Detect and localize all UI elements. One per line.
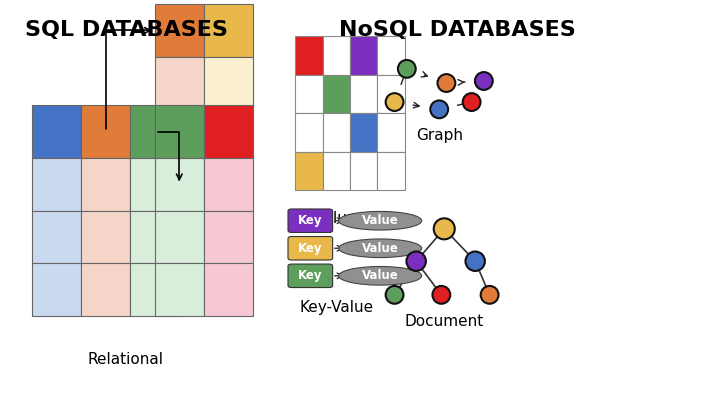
- Bar: [377, 36, 405, 75]
- Bar: [295, 36, 323, 75]
- Bar: [377, 75, 405, 113]
- Text: Document: Document: [405, 314, 484, 329]
- Bar: [81, 211, 130, 263]
- Bar: [155, 158, 204, 211]
- Bar: [155, 4, 204, 57]
- Bar: [32, 105, 81, 158]
- Text: Key: Key: [298, 214, 323, 227]
- FancyBboxPatch shape: [288, 209, 333, 232]
- Bar: [155, 263, 204, 316]
- Ellipse shape: [386, 93, 403, 111]
- Bar: [32, 158, 81, 211]
- Bar: [350, 36, 377, 75]
- Bar: [81, 158, 130, 211]
- Bar: [130, 105, 179, 158]
- Bar: [323, 152, 350, 190]
- Bar: [32, 211, 81, 263]
- Bar: [204, 263, 253, 316]
- FancyBboxPatch shape: [288, 264, 333, 288]
- Bar: [130, 158, 179, 211]
- Bar: [204, 158, 253, 211]
- Text: Key: Key: [298, 242, 323, 255]
- Ellipse shape: [338, 211, 422, 230]
- Ellipse shape: [386, 286, 403, 304]
- Text: Value: Value: [361, 214, 399, 227]
- Text: Key-Value: Key-Value: [300, 300, 374, 315]
- Text: Key: Key: [298, 269, 323, 282]
- Bar: [155, 211, 204, 263]
- Bar: [295, 113, 323, 152]
- Ellipse shape: [433, 286, 450, 304]
- Ellipse shape: [338, 266, 422, 285]
- Bar: [377, 152, 405, 190]
- Bar: [323, 113, 350, 152]
- Ellipse shape: [466, 252, 485, 271]
- FancyBboxPatch shape: [288, 237, 333, 260]
- Bar: [323, 36, 350, 75]
- Bar: [350, 152, 377, 190]
- Bar: [323, 75, 350, 113]
- Ellipse shape: [406, 252, 426, 271]
- Bar: [32, 263, 81, 316]
- Text: Graph: Graph: [415, 128, 463, 143]
- Ellipse shape: [398, 60, 415, 78]
- Ellipse shape: [338, 239, 422, 258]
- Bar: [81, 105, 130, 158]
- Bar: [204, 211, 253, 263]
- Bar: [130, 263, 179, 316]
- Bar: [295, 152, 323, 190]
- Text: Column: Column: [312, 211, 372, 226]
- Bar: [155, 105, 204, 158]
- Bar: [81, 263, 130, 316]
- Bar: [204, 109, 253, 162]
- Bar: [350, 113, 377, 152]
- Bar: [377, 113, 405, 152]
- Ellipse shape: [438, 74, 455, 92]
- Bar: [350, 75, 377, 113]
- Ellipse shape: [481, 286, 498, 304]
- Text: Relational: Relational: [88, 352, 164, 367]
- Bar: [204, 57, 253, 109]
- Ellipse shape: [475, 72, 492, 90]
- Text: Value: Value: [361, 269, 399, 282]
- Ellipse shape: [431, 100, 448, 118]
- Bar: [130, 211, 179, 263]
- Text: Value: Value: [361, 242, 399, 255]
- Bar: [155, 109, 204, 162]
- Ellipse shape: [433, 218, 455, 239]
- Bar: [295, 75, 323, 113]
- Bar: [204, 4, 253, 57]
- Ellipse shape: [463, 93, 480, 111]
- Bar: [155, 57, 204, 109]
- Bar: [204, 105, 253, 158]
- Text: SQL DATABASES: SQL DATABASES: [24, 20, 228, 40]
- Text: NoSQL DATABASES: NoSQL DATABASES: [339, 20, 575, 40]
